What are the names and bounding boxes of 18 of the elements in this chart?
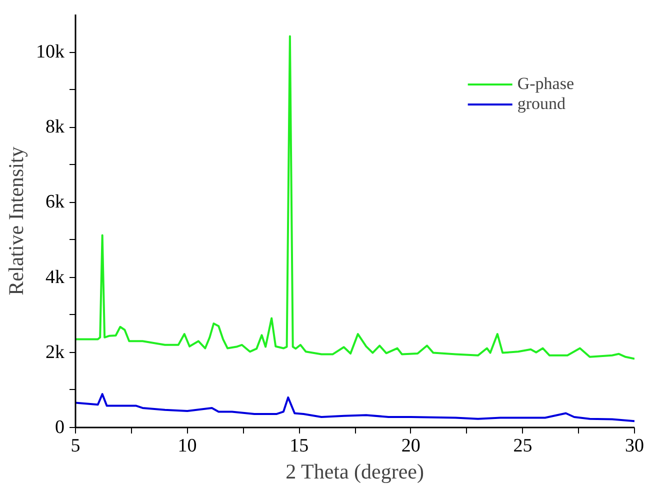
y-tick-label: 8k [46, 116, 65, 138]
x-tick-label: 5 [70, 436, 80, 456]
x-tick-label: 20 [401, 436, 420, 456]
x-axis-title: 2 Theta (degree) [286, 460, 424, 484]
line-series [76, 393, 634, 422]
y-tick-label: 10k [36, 42, 65, 63]
y-tick-label: 6k [46, 192, 65, 213]
y-tick-label: 2k [46, 342, 65, 363]
line-series [76, 35, 634, 360]
x-tick-label: 30 [625, 436, 644, 456]
legend-label: ground [517, 94, 566, 114]
y-axis-title: Relative Intensity [4, 146, 28, 296]
x-tick-label: 25 [513, 436, 532, 456]
y-tick-label: 0 [55, 417, 64, 438]
y-tick-label: 4k [46, 266, 65, 288]
x-tick-label: 10 [178, 436, 197, 456]
legend-label: G-phase [517, 74, 574, 94]
x-tick-label: 15 [290, 436, 309, 456]
